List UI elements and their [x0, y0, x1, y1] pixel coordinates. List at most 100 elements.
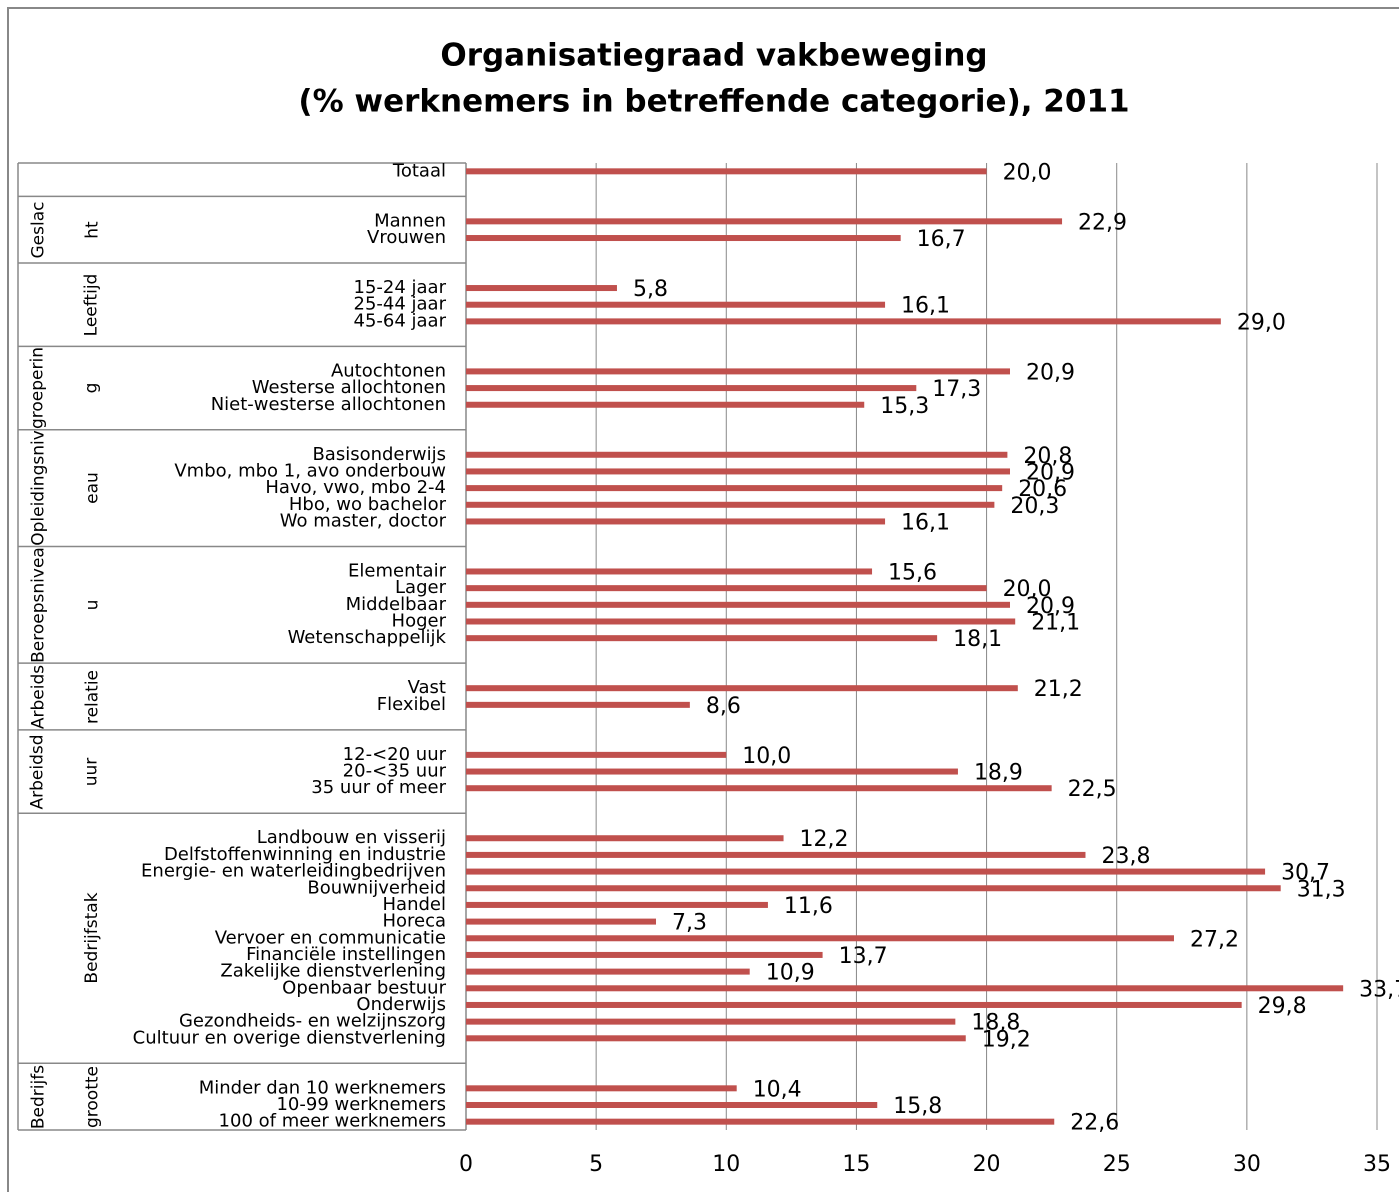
bar [466, 1085, 737, 1092]
bar [466, 301, 886, 308]
category-label: Gezondheids- en welzijnszorg [179, 1011, 446, 1032]
bar [466, 618, 1016, 625]
value-label: 20,6 [1018, 477, 1067, 502]
category-label: Basisonderwijs [312, 444, 446, 465]
bar [466, 768, 958, 775]
category-label: Vmbo, mbo 1, avo onderbouw [174, 460, 446, 481]
bar [466, 585, 987, 592]
bar [466, 1101, 878, 1108]
value-label: 22,6 [1070, 1111, 1119, 1136]
value-label: 22,9 [1078, 210, 1127, 235]
category-label: Hoger [392, 610, 447, 631]
category-label: Vrouwen [367, 227, 446, 248]
category-label: Bouwnijverheid [307, 877, 446, 898]
value-label: 7,3 [672, 911, 707, 936]
category-label: Onderwijs [356, 994, 446, 1015]
value-label: 20,9 [1026, 360, 1075, 385]
bar [466, 468, 1010, 475]
x-tick-label: 15 [842, 1152, 870, 1177]
frame [7, 7, 1399, 1192]
category-label: Wetenschappelijk [288, 627, 447, 648]
chart-subtitle: (% werknemers in betreffende categorie),… [298, 84, 1129, 120]
bar [466, 168, 987, 175]
category-label: Horeca [382, 911, 446, 932]
bar [466, 901, 768, 908]
category-label: Middelbaar [346, 594, 447, 615]
value-label: 18,8 [971, 1011, 1020, 1036]
group-label: Opleidingsniveau [27, 430, 102, 546]
category-label: Zakelijke dienstverlening [220, 961, 446, 982]
value-label: 12,2 [800, 827, 849, 852]
category-label: Vast [408, 677, 446, 698]
x-tick-label: 25 [1103, 1152, 1131, 1177]
category-label: Handel [383, 894, 446, 915]
bar [466, 835, 784, 842]
value-label: 16,1 [901, 510, 950, 535]
category-label: 15-24 jaar [354, 277, 447, 298]
value-label: 20,0 [1003, 160, 1052, 185]
category-label: Landbouw en visserij [257, 827, 446, 848]
category-label: Openbaar bestuur [282, 977, 446, 998]
category-label: Mannen [374, 210, 446, 231]
bar [466, 985, 1344, 992]
category-label: Westerse allochtonen [252, 377, 446, 398]
category-label: Vervoer en communicatie [215, 927, 446, 948]
value-label: 10,0 [742, 744, 791, 769]
value-label: 29,8 [1258, 994, 1307, 1019]
group-label: Bedrijfsgrootte [27, 1064, 102, 1129]
group-label: Geslacht [27, 201, 102, 259]
value-label: 27,2 [1190, 927, 1239, 952]
value-label: 19,2 [982, 1027, 1031, 1052]
bar [466, 368, 1010, 375]
category-label: 35 uur of meer [311, 777, 446, 798]
x-tick-label: 10 [712, 1152, 740, 1177]
category-label: 100 of meer werknemers [219, 1111, 446, 1132]
bar [466, 518, 886, 525]
category-label: 12-<20 uur [343, 744, 447, 765]
bar [466, 685, 1018, 692]
category-label: Lager [395, 577, 447, 598]
bar [466, 885, 1281, 892]
bar [466, 1001, 1242, 1008]
group-label: Bedrijfstak [82, 892, 103, 984]
bar [466, 751, 727, 758]
bar [466, 785, 1052, 792]
bar [466, 1018, 956, 1025]
value-label: 20,3 [1010, 494, 1059, 519]
bar [466, 868, 1266, 875]
value-label: 11,6 [784, 894, 833, 919]
category-label: Delfstoffenwinning en industrie [164, 844, 446, 865]
category-label: Flexibel [377, 694, 446, 715]
bar [466, 451, 1008, 458]
bar [466, 385, 917, 392]
category-label: 10-99 werknemers [276, 1094, 446, 1115]
value-label: 23,8 [1101, 844, 1150, 869]
category-label: Havo, vwo, mbo 2-4 [265, 477, 446, 498]
group-label: Arbeidsduur [27, 734, 102, 810]
value-label: 18,9 [974, 761, 1023, 786]
category-label: Financiële instellingen [246, 944, 446, 965]
bar [466, 1035, 966, 1042]
category-label: 20-<35 uur [343, 761, 447, 782]
value-label: 18,1 [953, 627, 1002, 652]
value-label: 29,0 [1237, 310, 1286, 335]
value-label: 20,9 [1026, 594, 1075, 619]
value-label: 33,7 [1359, 977, 1399, 1002]
x-tick-label: 20 [973, 1152, 1001, 1177]
value-label: 15,6 [888, 560, 937, 585]
category-label: Energie- en waterleidingbedrijven [141, 861, 446, 882]
value-label: 10,4 [753, 1077, 802, 1102]
bar [466, 968, 750, 975]
value-label: 22,5 [1068, 777, 1117, 802]
value-label: 21,1 [1031, 610, 1080, 635]
value-label: 17,3 [932, 377, 981, 402]
bar [466, 951, 823, 958]
value-label: 5,8 [633, 277, 668, 302]
bar [466, 601, 1010, 608]
bar [466, 635, 938, 642]
bar [466, 501, 995, 508]
category-label: 25-44 jaar [354, 294, 447, 315]
group-label: Beroepsniveau [27, 546, 102, 663]
bar [466, 235, 901, 242]
